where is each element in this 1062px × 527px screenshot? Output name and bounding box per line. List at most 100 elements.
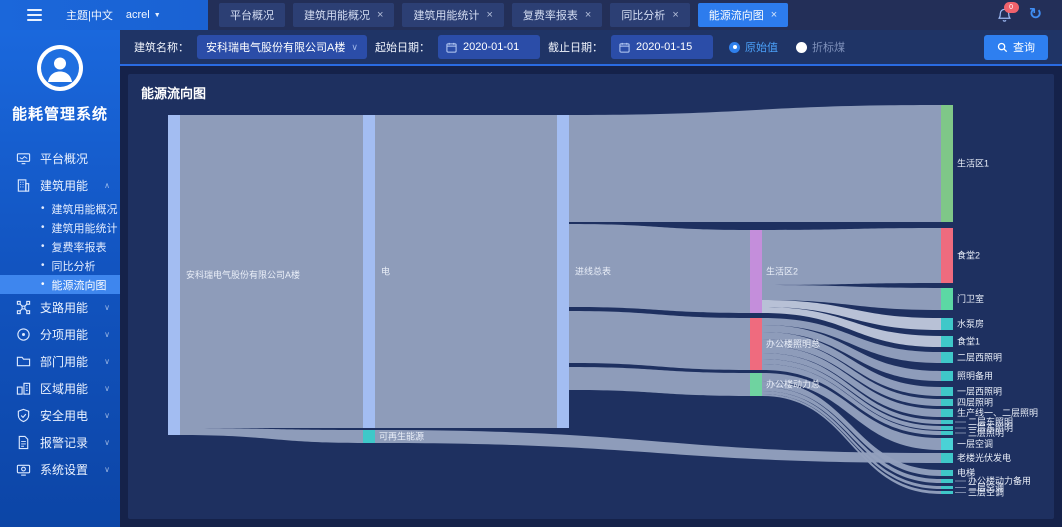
calendar-icon [619,42,630,53]
menu-toggle-icon[interactable] [27,9,42,21]
chevron-down-icon: ∨ [104,411,110,420]
topbar-left: 主题|中文 acrel ▼ [0,0,208,30]
notification-badge: 0 [1003,2,1019,13]
sankey-node-f4_lighting[interactable] [941,399,953,406]
sankey-node-f1_east_lighting[interactable] [941,426,953,430]
sankey-node-label-office_lighting: 办公楼照明总 [766,338,820,349]
sidebar-subitem-3[interactable]: • 同比分析 [0,256,120,275]
sidebar-item-0[interactable]: 平台概况 [0,145,120,172]
sankey-node-electricity[interactable] [363,115,375,428]
sankey-link-building_a-renewable [180,428,363,443]
sankey-node-building_a[interactable] [168,115,180,435]
tab-4[interactable]: 同比分析 × [610,3,690,27]
sankey-node-label-pump_house: 水泵房 [957,318,984,329]
refresh-icon[interactable]: ↻ [1028,6,1042,23]
tab-5[interactable]: 能源流向图 × [697,3,789,27]
sankey-node-renewable[interactable] [363,430,375,443]
sankey-node-f1_ac[interactable] [941,438,953,450]
sankey-link-main_meter-office_power [569,367,750,396]
panel-title: 能源流向图 [141,86,207,101]
sankey-link-living_area_2-pump_house [762,300,941,330]
sankey-node-old_building_pv[interactable] [941,453,953,463]
tab-1[interactable]: 建筑用能概况 × [293,3,395,27]
sankey-node-living_area_2[interactable] [750,230,762,313]
sankey-node-main_meter[interactable] [557,115,569,428]
tab-3[interactable]: 复费率报表 × [511,3,603,27]
sidebar-item-label: 部门用能 [40,355,89,369]
tab-0[interactable]: 平台概况 [219,3,285,27]
sidebar-subitem-1[interactable]: • 建筑用能统计 [0,218,120,237]
sankey-node-pump_house[interactable] [941,318,953,330]
start-date-input[interactable]: 2020-01-01 [438,35,540,59]
alarm-icon [15,435,31,451]
sankey-node-lighting_spare[interactable] [941,371,953,381]
close-tab-icon[interactable]: × [377,8,384,21]
settings-icon [15,462,31,478]
close-tab-icon[interactable]: × [672,8,679,21]
sankey-node-guard_room[interactable] [941,288,953,310]
radio-0[interactable]: 原始值 [729,39,778,55]
tab-label: 建筑用能概况 [304,10,370,22]
sidebar-subitem-label: 能源流向图 [51,279,107,292]
sidebar-item-4[interactable]: 部门用能 ∨ [0,348,120,375]
sankey-node-label-f1_ac: 一层空调 [957,438,993,449]
sankey-node-office_lighting[interactable] [750,318,762,370]
query-button[interactable]: 查询 [984,34,1048,60]
caret-down-icon: ▼ [153,11,161,19]
sankey-node-living_area_1[interactable] [941,105,953,222]
sidebar-item-3[interactable]: 分项用能 ∨ [0,321,120,348]
close-tab-icon[interactable]: × [770,8,778,21]
chevron-down-icon: ∨ [104,357,110,366]
sankey-link-office_lighting-f1_east_lighting [762,359,941,430]
close-tab-icon[interactable]: × [486,8,493,21]
avatar[interactable] [37,45,83,91]
locale-switcher[interactable]: 主题|中文 [66,10,113,22]
sidebar-item-label: 支路用能 [40,301,89,315]
sankey-node-office_power_spare[interactable] [941,479,953,483]
sidebar-subitem-0[interactable]: • 建筑用能概况 [0,199,120,218]
chevron-up-icon: ∧ [104,181,110,190]
sankey-node-elevator[interactable] [941,470,953,476]
sankey-node-canteen_1[interactable] [941,336,953,347]
sidebar-item-1[interactable]: 建筑用能 ∧ [0,172,120,199]
sankey-node-f2_east_lighting[interactable] [941,420,953,424]
sankey-link-office_power-f1_ac [762,373,941,450]
sankey-link-office_lighting-line1_f2_lighting [762,346,941,417]
building-select[interactable]: 安科瑞电气股份有限公司A楼 ∨ [197,35,367,59]
username: acrel [125,9,150,21]
sankey-node-canteen_2[interactable] [941,228,953,283]
chevron-down-icon: ∨ [351,41,358,52]
sankey-link-main_meter-living_area_2 [569,224,750,313]
sankey-link-office_lighting-f1_west_lighting [762,332,941,396]
sidebar-item-2[interactable]: 支路用能 ∨ [0,294,120,321]
sidebar-item-5[interactable]: 区域用能 ∨ [0,375,120,402]
close-tab-icon[interactable]: × [584,8,592,21]
sankey-node-f1_west_lighting[interactable] [941,387,953,396]
sidebar-subitem-label: 建筑用能统计 [51,222,118,235]
sankey-node-label-office_power_spare: 办公楼动力备用 [968,475,1031,486]
sankey-node-office_power[interactable] [750,373,762,396]
sankey-node-f3_ac[interactable] [941,491,953,494]
building-name-label: 建筑名称： [134,42,189,54]
search-icon [997,42,1008,52]
sidebar-subitem-4[interactable]: • 能源流向图 [0,275,120,294]
sidebar-subitem-2[interactable]: • 复费率报表 [0,237,120,256]
sidebar-item-7[interactable]: 报警记录 ∨ [0,429,120,456]
end-date-input[interactable]: 2020-01-15 [611,35,713,59]
sankey-node-f2_ac[interactable] [941,486,953,489]
tab-2[interactable]: 建筑用能统计 × [402,3,504,27]
sankey-node-line1_f2_lighting[interactable] [941,409,953,417]
radio-label: 折标煤 [812,42,845,54]
sankey-node-f3_lighting[interactable] [941,431,953,435]
monitor-icon [15,151,31,167]
sidebar-item-label: 报警记录 [40,436,89,450]
notification-bell-icon[interactable]: 0 [997,2,1019,23]
chevron-down-icon: ∨ [104,384,110,393]
radio-1[interactable]: 折标煤 [796,39,845,55]
user-menu[interactable]: acrel ▼ [126,9,161,21]
sidebar-item-8[interactable]: 系统设置 ∨ [0,456,120,483]
sankey-node-label-building_a: 安科瑞电气股份有限公司A楼 [186,269,300,280]
sankey-link-office_power-f2_ac [762,391,941,489]
sankey-node-f2_west_lighting[interactable] [941,352,953,363]
sidebar-item-6[interactable]: 安全用电 ∨ [0,402,120,429]
